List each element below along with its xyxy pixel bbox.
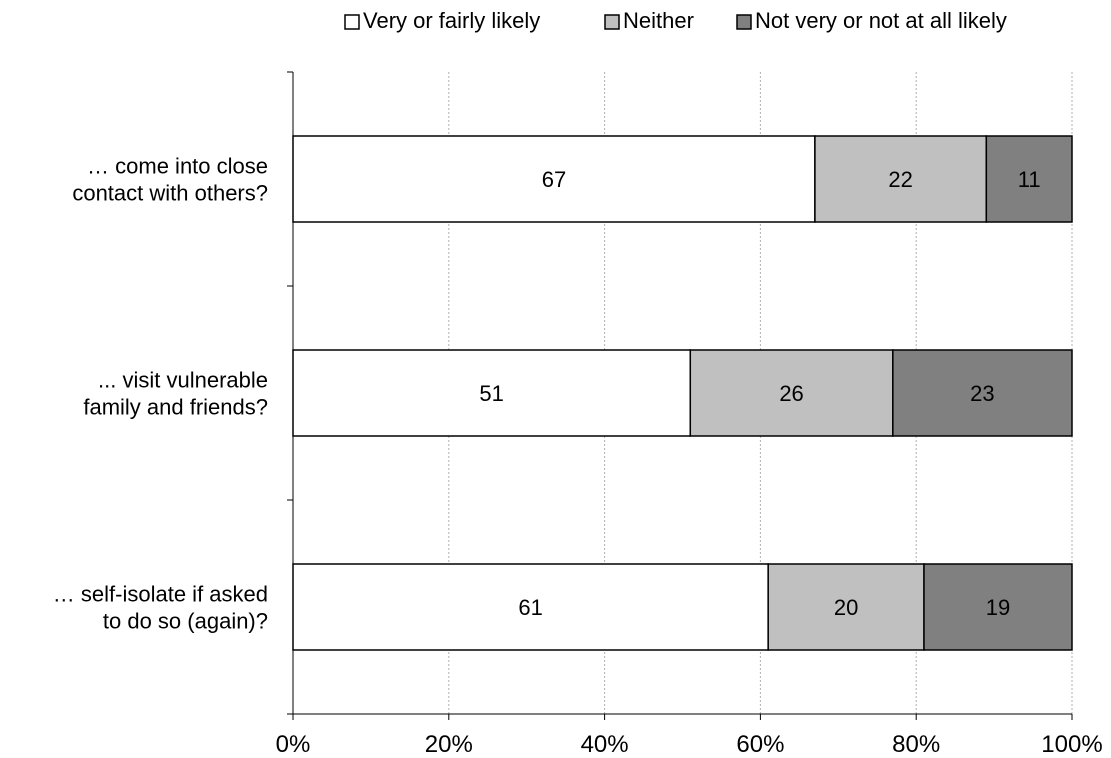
category-label: family and friends? [83,395,268,420]
data-label: 26 [779,381,803,406]
category-label: ... visit vulnerable [98,368,268,393]
legend-label: Not very or not at all likely [755,8,1007,33]
x-tick-label: 80% [892,731,940,758]
legend-swatch [604,14,620,30]
data-label: 51 [479,381,503,406]
bar-segment [292,349,692,437]
data-label: 61 [518,595,542,620]
bar-segment [892,349,1073,437]
data-label: 19 [986,595,1010,620]
bar-segment [292,563,769,651]
legend-label: Neither [623,8,694,33]
x-tick-label: 100% [1041,731,1102,758]
x-tick-label: 0% [276,731,311,758]
data-label: 22 [888,167,912,192]
bar-segment [767,563,925,651]
x-tick-label: 40% [581,731,629,758]
legend-swatch [736,14,752,30]
bar-segment [923,563,1073,651]
bar-segment [689,349,894,437]
bar-segment [985,135,1073,223]
category-label: contact with others? [72,181,268,206]
legend: Very or fairly likely Neither Not very or … [344,8,1007,33]
data-label: 20 [834,595,858,620]
legend-swatch [344,14,360,30]
bar-segment [292,135,816,223]
x-axis-tick-labels: 0% 20% 40% 60% 80% 100% [276,731,1103,758]
x-tick-label: 20% [425,731,473,758]
category-label: to do so (again)? [103,609,268,634]
bars: 67 22 11 51 26 23 61 20 19 [292,135,1073,651]
category-label: … come into close [87,154,268,179]
legend-label: Very or fairly likely [363,8,540,33]
category-label: … self-isolate if asked [53,582,268,607]
x-tick-label: 60% [736,731,784,758]
data-label: 23 [970,381,994,406]
data-label: 11 [1018,167,1041,192]
data-label: 67 [542,167,566,192]
bar-segment [814,135,988,223]
